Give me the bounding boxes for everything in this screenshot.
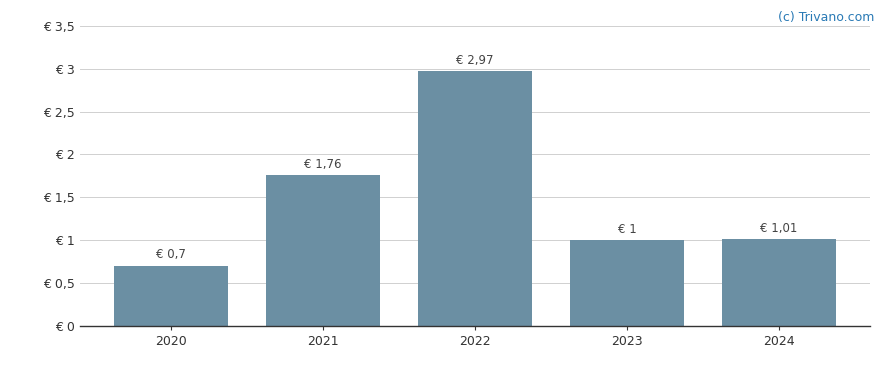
Text: € 0,7: € 0,7: [156, 248, 186, 261]
Bar: [115, 266, 228, 326]
Bar: [570, 240, 684, 326]
Bar: [266, 175, 380, 326]
Text: € 1: € 1: [618, 223, 637, 236]
Bar: [722, 239, 836, 326]
Text: (c) Trivano.com: (c) Trivano.com: [778, 11, 875, 24]
Text: € 2,97: € 2,97: [456, 54, 494, 67]
Bar: [418, 71, 532, 326]
Text: € 1,76: € 1,76: [305, 158, 342, 171]
Text: € 1,01: € 1,01: [760, 222, 797, 235]
